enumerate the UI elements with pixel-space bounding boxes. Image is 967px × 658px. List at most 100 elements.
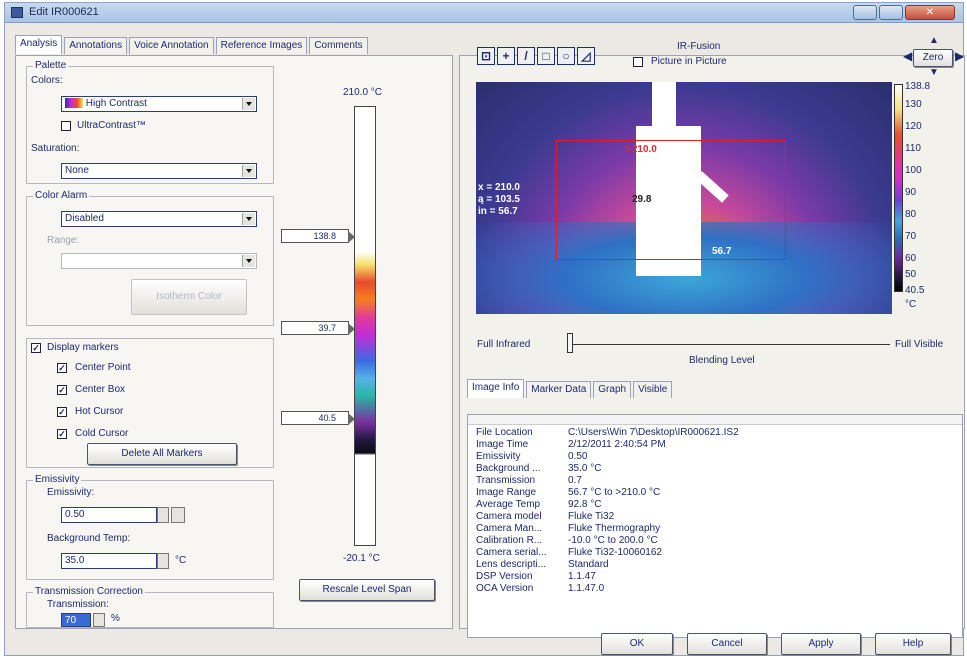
transmission-input[interactable]: 70 — [61, 613, 91, 627]
range-label: Range: — [47, 235, 80, 246]
arrow-down-icon[interactable]: ▼ — [929, 67, 939, 78]
info-row: OCA Version 1.1.47.0 — [476, 583, 605, 594]
bg-temp-input[interactable]: 35.0 — [61, 553, 157, 569]
stats-line-1: x = 210.0 — [478, 182, 520, 193]
tab-visible[interactable]: Visible — [633, 381, 673, 398]
polygon-tool-icon[interactable]: ◿ — [577, 47, 595, 65]
analysis-panel: Palette Colors: High Contrast UltraContr… — [15, 55, 453, 629]
blending-slider-track[interactable] — [570, 344, 890, 345]
hot-cursor-checkbox[interactable]: ✓ — [57, 407, 67, 417]
scale-tick: 70 — [905, 231, 917, 242]
tab-analysis[interactable]: Analysis — [15, 35, 63, 54]
chevron-down-icon[interactable] — [242, 165, 255, 177]
bg-temp-unit: °C — [175, 555, 187, 566]
range-select[interactable] — [61, 253, 257, 269]
transmission-group-label: Transmission Correction — [33, 586, 145, 597]
info-row: Transmission 0.7 — [476, 475, 582, 486]
level-marker-middle[interactable]: 39.7 — [281, 321, 355, 335]
display-markers-checkbox[interactable]: ✓ — [31, 343, 41, 353]
stats-line-2: ą = 103.5 — [478, 194, 520, 205]
info-row: DSP Version 1.1.47 — [476, 571, 596, 582]
blending-slider-thumb[interactable] — [567, 333, 573, 353]
transmission-stepper[interactable] — [93, 613, 105, 627]
arrow-up-icon[interactable]: ▲ — [929, 35, 939, 46]
arrow-right-icon[interactable]: ▶ — [955, 49, 965, 63]
tab-reference-images[interactable]: Reference Images — [215, 37, 308, 54]
tab-annotations[interactable]: Annotations — [64, 37, 128, 54]
cold-temp-marker[interactable]: 56.7 — [712, 246, 732, 257]
delete-all-markers-button[interactable]: Delete All Markers — [87, 443, 237, 465]
transmission-unit: % — [111, 613, 120, 624]
scale-tick: 50 — [905, 269, 917, 280]
thermal-image[interactable]: >210.0 29.8 56.7 x = 210.0 ą = 103.5 in … — [476, 82, 892, 314]
info-row: Camera Man... Fluke Thermography — [476, 523, 661, 534]
ultracontrast-label: UltraContrast™ — [77, 120, 146, 131]
apply-button[interactable]: Apply — [781, 633, 861, 655]
scale-tick: 100 — [905, 165, 922, 176]
ultracontrast-checkbox[interactable] — [61, 121, 71, 131]
pip-checkbox[interactable] — [633, 57, 643, 67]
ellipse-tool-icon[interactable]: ○ — [557, 47, 575, 65]
box-tool-icon[interactable]: □ — [537, 47, 555, 65]
colors-label: Colors: — [31, 75, 63, 86]
isotherm-color-button[interactable]: Isotherm Color — [131, 279, 247, 315]
image-info-table: File Location C:\Users\Win 7\Desktop\IR00… — [467, 414, 963, 638]
emissivity-dropdown[interactable] — [171, 507, 185, 523]
palette-group-label: Palette — [33, 60, 69, 71]
center-box-label: Center Box — [75, 384, 126, 395]
tab-graph[interactable]: Graph — [593, 381, 632, 398]
tab-comments[interactable]: Comments — [309, 37, 368, 54]
tab-image-info[interactable]: Image Info — [467, 379, 525, 398]
maximize-button[interactable] — [879, 5, 903, 20]
cold-cursor-checkbox[interactable]: ✓ — [57, 429, 67, 439]
saturation-select[interactable]: None — [61, 163, 257, 179]
info-row: Camera model Fluke Ti32 — [476, 511, 615, 522]
level-span-bar[interactable] — [354, 106, 376, 546]
max-temp-marker[interactable]: >210.0 — [626, 144, 657, 155]
title-bar: Edit IR000621 ✕ — [5, 3, 963, 23]
tab-voice-annotation[interactable]: Voice Annotation — [129, 37, 214, 54]
scale-max-label: 210.0 °C — [343, 87, 383, 98]
transmission-label: Transmission: — [47, 599, 109, 610]
window-title: Edit IR000621 — [29, 6, 99, 18]
emissivity-stepper[interactable] — [157, 507, 169, 523]
help-button[interactable]: Help — [875, 633, 951, 655]
center-point-checkbox[interactable]: ✓ — [57, 363, 67, 373]
tab-marker-data[interactable]: Marker Data — [526, 381, 592, 398]
scale-tick: 130 — [905, 99, 922, 110]
minimize-button[interactable] — [853, 5, 877, 20]
chevron-down-icon[interactable] — [242, 213, 255, 225]
scale-tick: 120 — [905, 121, 922, 132]
center-box-checkbox[interactable]: ✓ — [57, 385, 67, 395]
cancel-button[interactable]: Cancel — [687, 633, 767, 655]
colors-select[interactable]: High Contrast — [61, 96, 257, 112]
level-marker-top[interactable]: 138.8 — [281, 229, 355, 243]
rescale-level-span-button[interactable]: Rescale Level Span — [299, 579, 435, 601]
transmission-group: Transmission Correction Transmission: 70… — [26, 586, 274, 628]
add-point-tool-icon[interactable]: + — [497, 47, 515, 65]
scale-unit: °C — [905, 299, 917, 310]
emissivity-input[interactable]: 0.50 — [61, 507, 157, 523]
line-tool-icon[interactable]: / — [517, 47, 535, 65]
level-marker-bottom[interactable]: 40.5 — [281, 411, 355, 425]
irfusion-label: IR-Fusion — [677, 41, 721, 52]
arrow-left-icon[interactable]: ◀ — [903, 49, 913, 63]
zero-button[interactable]: Zero — [913, 49, 953, 67]
center-temp-marker[interactable]: 29.8 — [632, 194, 652, 205]
bg-temp-stepper[interactable] — [157, 553, 169, 569]
center-box-marker[interactable] — [556, 140, 786, 260]
chevron-down-icon[interactable] — [242, 255, 255, 267]
chevron-down-icon[interactable] — [242, 98, 255, 110]
close-button[interactable]: ✕ — [905, 5, 955, 20]
info-row: Emissivity 0.50 — [476, 451, 588, 462]
color-alarm-select[interactable]: Disabled — [61, 211, 257, 227]
full-infrared-label: Full Infrared — [477, 339, 531, 350]
scale-tick: 80 — [905, 209, 917, 220]
ok-button[interactable]: OK — [601, 633, 673, 655]
emissivity-group-label: Emissivity — [33, 474, 82, 485]
select-tool-icon[interactable]: ⊡ — [477, 47, 495, 65]
display-markers-label: Display markers — [47, 342, 119, 353]
temperature-color-scale — [894, 84, 903, 292]
blending-level-label: Blending Level — [689, 355, 755, 366]
hot-cursor-label: Hot Cursor — [75, 406, 124, 417]
